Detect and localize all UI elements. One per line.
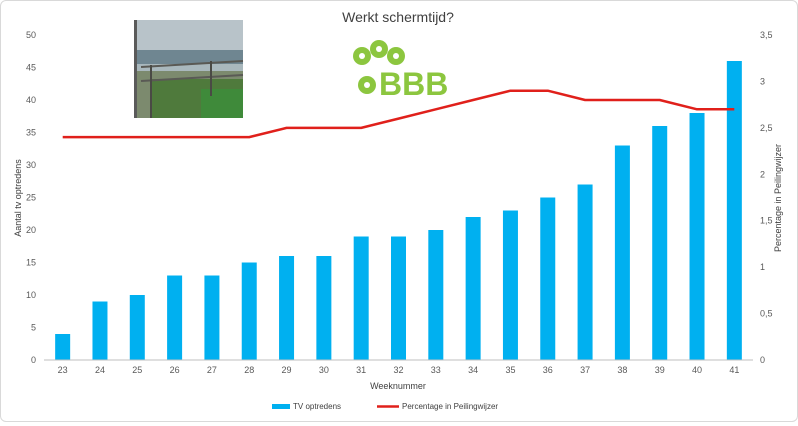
- x-tick-label: 29: [282, 365, 292, 375]
- bar: [241, 262, 257, 360]
- x-tick-label: 34: [468, 365, 478, 375]
- bar: [465, 217, 481, 360]
- y2-tick-label: 1,5: [760, 216, 773, 226]
- x-tick-label: 27: [207, 365, 217, 375]
- x-tick-label: 32: [393, 365, 403, 375]
- y-tick-label: 30: [26, 160, 36, 170]
- y2-tick-label: 0,5: [760, 309, 773, 319]
- bar: [652, 126, 668, 360]
- y-tick-label: 15: [26, 258, 36, 268]
- y2-tick-label: 2: [760, 169, 765, 179]
- y-tick-label: 5: [31, 323, 36, 333]
- legend-swatch-bars: [272, 404, 290, 409]
- x-tick-label: 40: [692, 365, 702, 375]
- y-tick-label: 35: [26, 128, 36, 138]
- y-tick-label: 40: [26, 95, 36, 105]
- y2-tick-label: 2,5: [760, 123, 773, 133]
- x-tick-label: 36: [543, 365, 553, 375]
- y-tick-label: 25: [26, 193, 36, 203]
- y-tick-label: 45: [26, 63, 36, 73]
- x-axis-label: Weeknummer: [370, 381, 426, 391]
- x-tick-label: 30: [319, 365, 329, 375]
- x-tick-label: 35: [505, 365, 515, 375]
- y2-tick-label: 0: [760, 355, 765, 365]
- y2-tick-label: 1: [760, 262, 765, 272]
- legend: TV optredens Percentage in Peilingwijzer: [272, 402, 498, 411]
- x-tick-label: 33: [431, 365, 441, 375]
- bar: [614, 145, 630, 360]
- bar: [279, 256, 295, 360]
- x-tick-label: 38: [617, 365, 627, 375]
- bar: [577, 184, 593, 360]
- y-tick-label: 20: [26, 225, 36, 235]
- series-line: [62, 89, 735, 139]
- bar: [167, 275, 183, 360]
- bar: [316, 256, 332, 360]
- y2-tick-label: 3,5: [760, 30, 773, 40]
- bar: [689, 113, 705, 360]
- y2-axis-label: Percentage in Peilingwijzer: [773, 144, 783, 252]
- chart-title: Werkt schermtijd?: [342, 9, 454, 25]
- bar: [92, 301, 108, 360]
- bar: [353, 236, 369, 360]
- y-axis-label: Aantal tv optredens: [13, 159, 23, 237]
- bar: [391, 236, 406, 360]
- x-tick-label: 25: [132, 365, 142, 375]
- x-tick-label: 37: [580, 365, 590, 375]
- bar: [55, 334, 71, 360]
- x-tick-label: 41: [729, 365, 739, 375]
- bar: [540, 197, 556, 360]
- x-tick-label: 39: [655, 365, 665, 375]
- beach-fence-photo: [134, 20, 244, 118]
- plot-area: 0 5 10 15 20 25 30 35 40 45 50 0 0,5 1 1,5 2 2,5 3 3,5 23 24…: [26, 30, 773, 375]
- x-tick-label: 28: [244, 365, 254, 375]
- x-tick-label: 24: [95, 365, 105, 375]
- y2-tick-label: 3: [760, 76, 765, 86]
- legend-label-line: Percentage in Peilingwijzer: [402, 402, 498, 411]
- y-tick-label: 10: [26, 290, 36, 300]
- bar: [204, 275, 220, 360]
- bar: [428, 230, 444, 360]
- bbb-logo: BBB: [353, 40, 448, 102]
- x-tick-label: 26: [170, 365, 180, 375]
- y-tick-label: 0: [31, 355, 36, 365]
- legend-label-bars: TV optredens: [293, 402, 341, 411]
- y-tick-label: 50: [26, 30, 36, 40]
- bar: [502, 210, 518, 360]
- bar: [129, 295, 145, 360]
- x-tick-label: 31: [356, 365, 366, 375]
- svg-text:BBB: BBB: [379, 66, 448, 102]
- bar: [726, 61, 742, 360]
- x-tick-label: 23: [58, 365, 68, 375]
